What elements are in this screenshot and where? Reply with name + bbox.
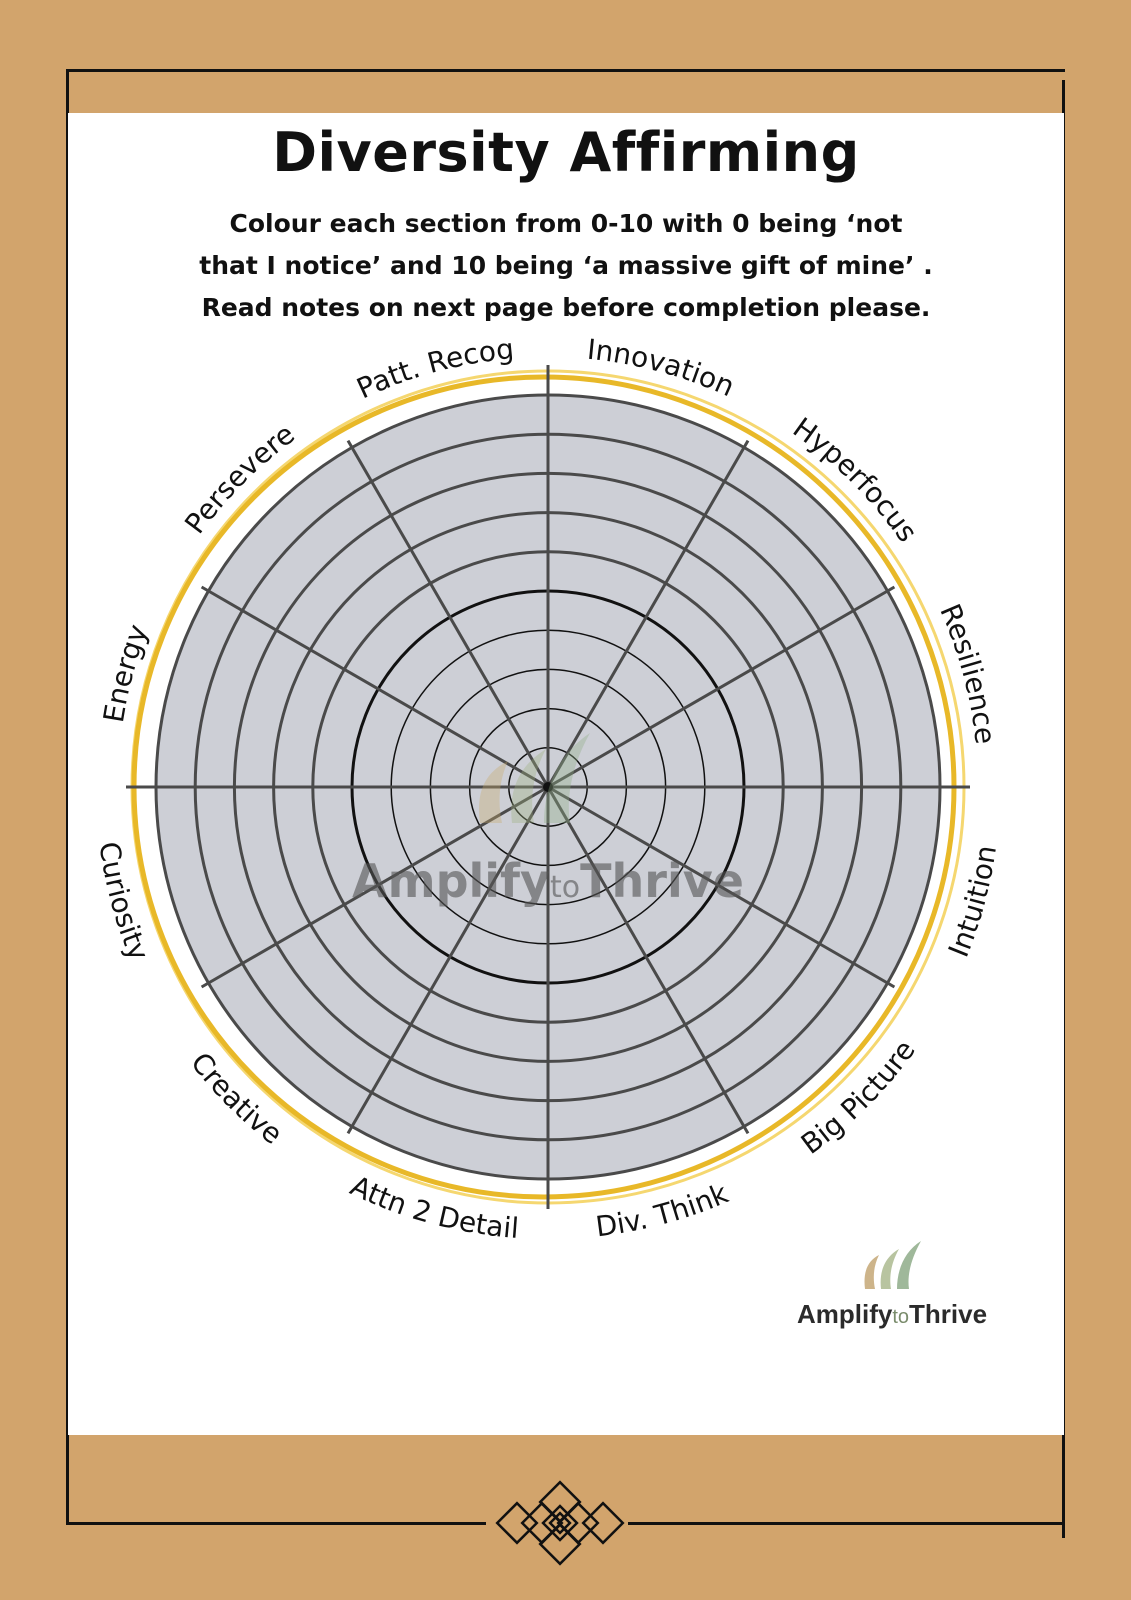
brand-word-2: to	[892, 1306, 909, 1328]
spoke-11	[346, 439, 550, 788]
spoke-8	[200, 785, 549, 989]
worksheet-page: Diversity Affirming Colour each section …	[68, 113, 1064, 1435]
spoke-2	[547, 585, 896, 789]
brand-word-1: Amplify	[796, 1299, 893, 1329]
page-title: Diversity Affirming	[272, 121, 860, 184]
brand-leaf-icon	[864, 1241, 921, 1289]
watermark-word-3: Thrive	[580, 854, 744, 908]
spoke-7	[346, 786, 550, 1135]
watermark-logo	[479, 733, 590, 823]
brand-logo: AmplifytoThrive	[762, 1233, 1022, 1330]
strengths-wheel: AmplifytoThriveInnovationHyperfocusResil…	[92, 332, 1003, 1245]
watermark-word-2: to	[550, 870, 580, 905]
instructions-line-3: Read notes on next page before completio…	[201, 293, 931, 322]
instructions-line-2: that I notice’ and 10 being ‘a massive g…	[199, 251, 933, 280]
watermark-leaf	[544, 733, 590, 823]
frame-bottom-line-right	[628, 1522, 1065, 1525]
watermark-text: AmplifytoThrive	[352, 854, 744, 908]
frame-top-line	[66, 69, 1065, 72]
brand-word-3: Thrive	[909, 1299, 988, 1329]
watermark-word-1: Amplify	[352, 854, 550, 908]
spoke-4	[547, 785, 896, 989]
segment-label-3: Intuition	[942, 843, 1003, 962]
spoke-1	[546, 439, 750, 788]
wheel-center-dot	[543, 782, 553, 792]
brand-name: AmplifytoThrive	[762, 1299, 1022, 1330]
instructions: Colour each section from 0-10 with 0 bei…	[128, 203, 1004, 329]
spoke-5	[546, 786, 750, 1135]
spoke-10	[200, 585, 549, 789]
frame-left-line	[66, 69, 69, 1525]
segment-label-9: Energy	[97, 620, 155, 725]
segment-label-8: Curiosity	[92, 840, 155, 966]
watermark-leaf	[479, 761, 508, 823]
watermark-leaf	[511, 749, 546, 823]
diamond-ornament	[495, 1480, 625, 1566]
frame-bottom-line	[66, 1522, 486, 1525]
instructions-line-1: Colour each section from 0-10 with 0 bei…	[229, 209, 903, 238]
segment-label-2: Resilience	[933, 599, 1002, 746]
